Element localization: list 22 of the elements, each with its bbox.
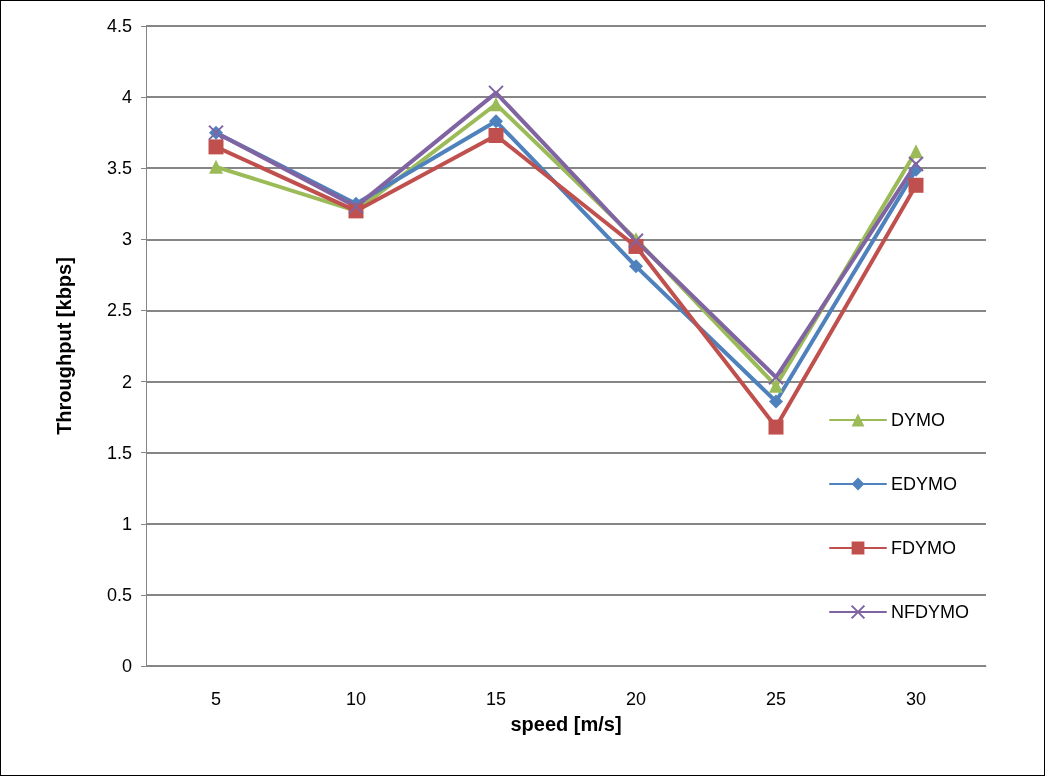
legend-label: EDYMO	[891, 474, 958, 494]
legend-label: FDYMO	[891, 538, 957, 558]
x-tick-label: 10	[345, 689, 367, 709]
y-tick-label: 1	[121, 513, 132, 534]
x-tick-label: 5	[210, 689, 222, 709]
x-tick-label: 30	[905, 689, 927, 709]
y-tick-label: 3.5	[106, 158, 132, 179]
y-tick-label: 4.5	[106, 16, 132, 36]
x-tick-label: 15	[485, 689, 507, 709]
y-tick-label: 2	[121, 371, 132, 392]
y-tick-label: 2.5	[106, 300, 132, 321]
y-tick-label: 1.5	[106, 442, 132, 463]
y-tick-label: 3	[121, 229, 132, 250]
x-tick-label: 20	[625, 689, 647, 709]
y-tick-label: 4	[121, 87, 132, 108]
legend-label: DYMO	[891, 410, 946, 430]
x-tick-label: 25	[765, 689, 787, 709]
y-tick-label: 0.5	[106, 584, 132, 605]
y-axis-title: Throughput [kbps]	[53, 257, 75, 435]
x-axis-title: speed [m/s]	[510, 713, 622, 735]
y-tick-label: 0	[121, 656, 132, 676]
legend-label: NFDYMO	[891, 602, 970, 622]
